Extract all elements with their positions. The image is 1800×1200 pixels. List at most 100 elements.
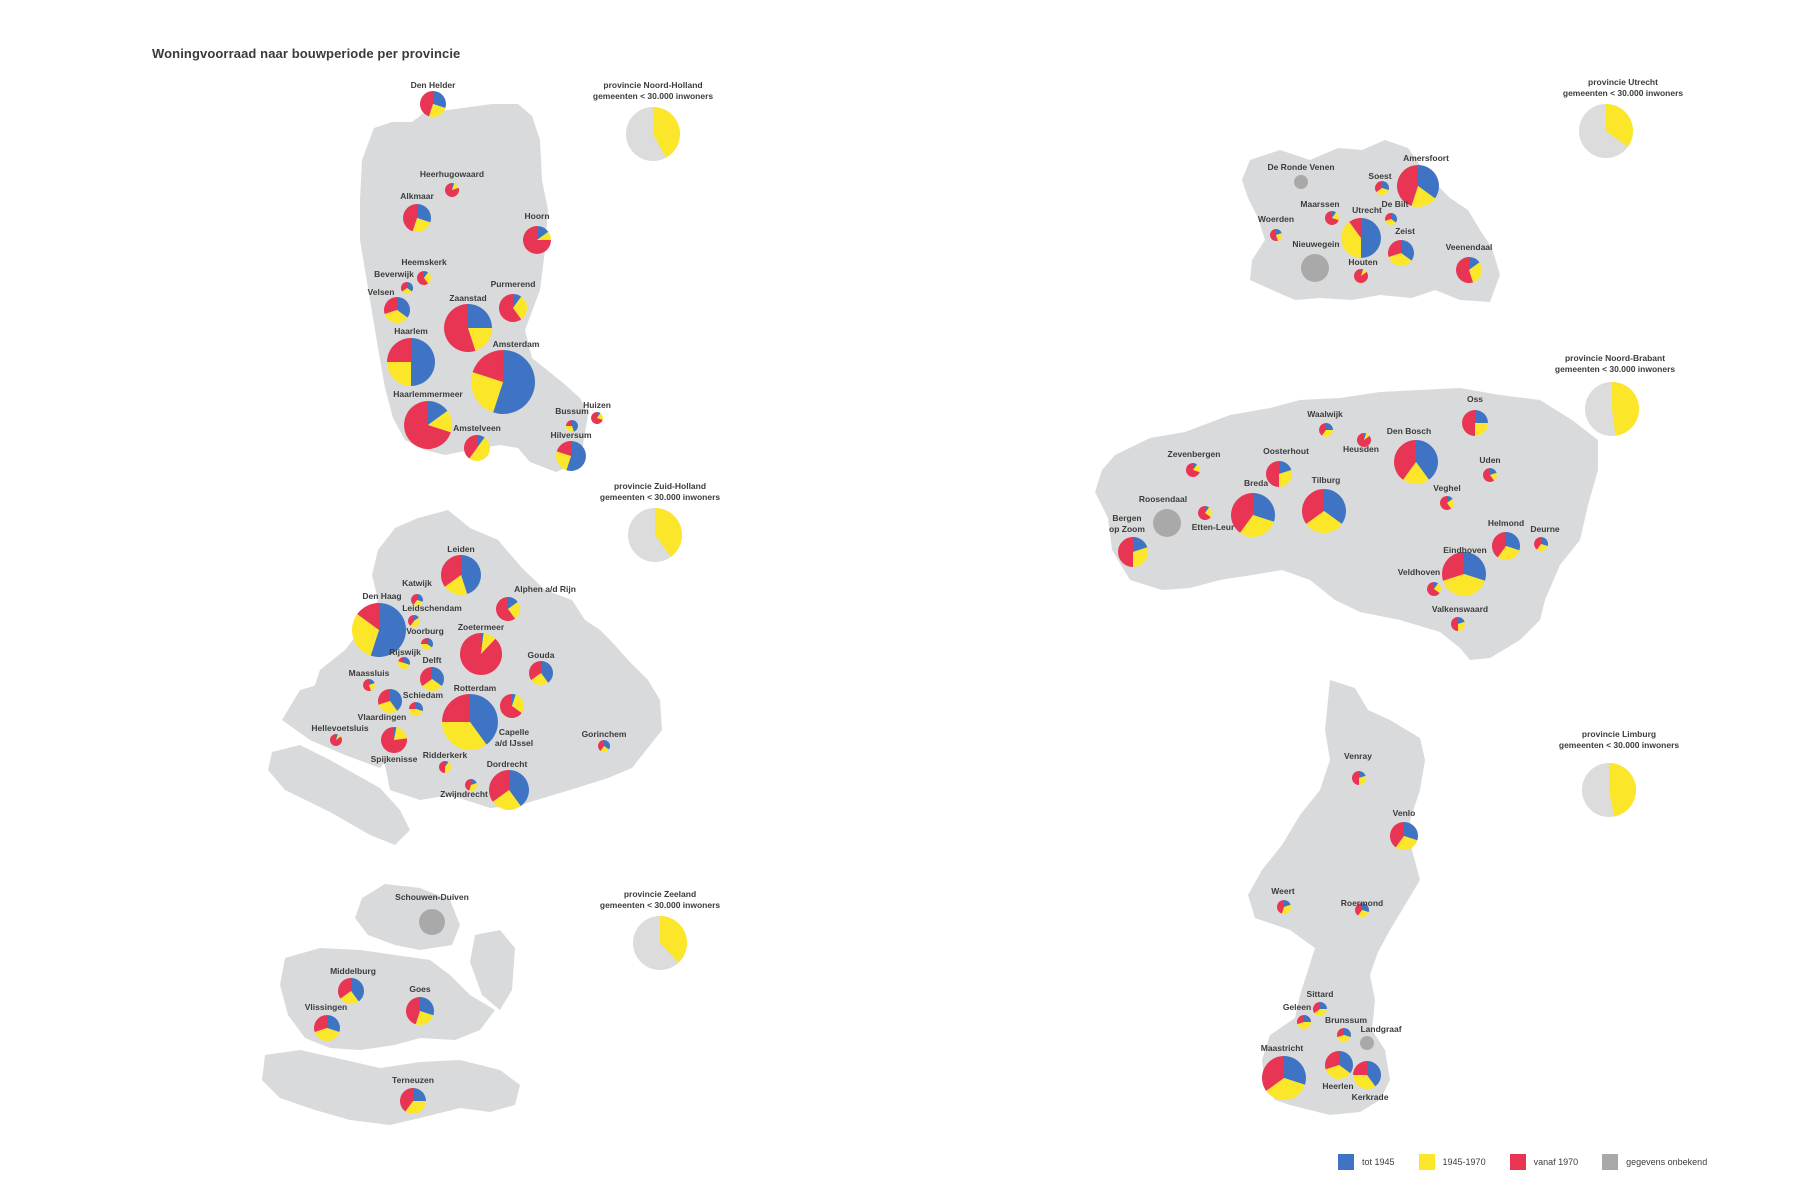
slice-vanaf-1970-alkmaar <box>403 204 417 232</box>
pie-den-bosch <box>1393 439 1439 485</box>
reference-provincie-zuid-holland: provincie Zuid-Holland gemeenten < 30.000… <box>600 481 720 562</box>
label-ridderkerk: Ridderkerk <box>423 750 468 760</box>
slice-vanaf-1970-houten <box>1353 269 1368 284</box>
slice-vanaf-1970-ridderkerk <box>439 761 445 773</box>
slice-1945-1970-weert <box>1281 904 1292 915</box>
pie-amsterdam <box>471 350 536 414</box>
slice-1945-1970-katwijk <box>413 600 423 606</box>
label-schouwen-duiven: Schouwen-Duiven <box>395 892 469 902</box>
slice-1945-1970-zaanstad <box>468 328 492 351</box>
slice-1945-1970-kerkrade <box>1353 1075 1376 1090</box>
label-zevenbergen: Zevenbergen <box>1168 449 1221 459</box>
slice-tot-1945-eindhoven <box>1464 552 1486 581</box>
label-amsterdam: Amsterdam <box>493 339 540 349</box>
slice-1945-1970-alphen-a-d-rijn <box>508 601 520 619</box>
slice-vanaf-1970-amersfoort <box>1397 165 1418 206</box>
legend-item-1945-1970: 1945-1970 <box>1418 1154 1486 1170</box>
pie-uden <box>1482 468 1497 482</box>
pie-heemskerk <box>416 271 431 285</box>
label-rotterdam: Rotterdam <box>454 683 497 693</box>
slice-tot-1945-voorburg <box>427 638 433 648</box>
slice-tot-1945-rijswijk <box>404 657 411 665</box>
municipality-labels: Den Helder Heerhugowaard Alkmaar Hoorn Heems… <box>305 80 1560 1102</box>
land-noord-beveland <box>470 930 515 1010</box>
pie-roosendaal <box>1153 509 1181 537</box>
slice-1945-1970-zwijndrecht <box>469 783 478 792</box>
slice-vanaf-1970-waalwijk <box>1319 423 1326 436</box>
label-veghel: Veghel <box>1433 483 1460 493</box>
slice-tot-1945-leidschendam <box>414 615 419 621</box>
pie-de-bilt <box>1384 213 1397 226</box>
slice-vanaf-1970-oss <box>1462 410 1475 436</box>
label-alkmaar: Alkmaar <box>400 191 434 201</box>
label-zoetermeer: Zoetermeer <box>458 622 505 632</box>
slice-1945-1970-soest <box>1376 188 1389 195</box>
slice-1945-1970-veldhoven <box>1434 583 1441 594</box>
slice-tot-1945-maassluis <box>369 679 375 685</box>
slice-tot-1945-hellevoetsluis <box>336 734 338 740</box>
slice-1945-1970-den-bosch <box>1403 462 1429 485</box>
slice-tot-1945-utrecht <box>1361 218 1381 258</box>
slice-vanaf-1970-oosterhout <box>1266 461 1279 487</box>
pie-bussum <box>565 420 579 433</box>
pie-unknown-landgraaf <box>1360 1036 1374 1050</box>
slice-vanaf-1970-weert <box>1276 900 1284 914</box>
pie-etten-leur <box>1197 506 1212 521</box>
slice-tot-1945-gorinchem <box>604 740 610 750</box>
slice-tot-1945-vlissingen <box>327 1015 340 1033</box>
slice-vanaf-1970-etten-leur <box>1197 506 1211 521</box>
slice-vanaf-1970-hellevoetsluis <box>329 734 342 746</box>
slice-tot-1945-spijkenisse <box>394 727 397 740</box>
slice-tot-1945-leiden <box>461 555 481 595</box>
slice-tot-1945-oosterhout <box>1279 461 1292 474</box>
slice-1945-1970-waalwijk <box>1321 430 1333 437</box>
pie-unknown-roosendaal <box>1153 509 1181 537</box>
slice-vanaf-1970-geleen <box>1296 1015 1304 1025</box>
label-heerhugowaard: Heerhugowaard <box>420 169 484 179</box>
pie-unknown-nieuwegein <box>1301 254 1329 282</box>
slice-tot-1945-beverwijk <box>407 282 413 292</box>
label-voorburg: Voorburg <box>406 626 444 636</box>
slice-vanaf-1970-rotterdam <box>442 694 470 722</box>
label-leidschendam: Leidschendam <box>402 603 462 613</box>
pie-weert <box>1276 900 1292 915</box>
pie-maastricht <box>1261 1056 1306 1100</box>
slice-vanaf-1970-schiedam <box>378 689 390 705</box>
slice-tot-1945-woerden <box>1276 229 1282 235</box>
legend-label-tot-1945: tot 1945 <box>1362 1157 1395 1167</box>
slice-vanaf-1970-veenendaal <box>1455 257 1474 283</box>
pie-amstelveen <box>463 434 490 461</box>
legend-swatch-tot-1945 <box>1338 1154 1354 1170</box>
label-oosterhout: Oosterhout <box>1263 446 1309 456</box>
slice-tot-1945-kerkrade <box>1367 1061 1382 1087</box>
pie-leiden <box>440 555 481 595</box>
label-etten-leur: Etten-Leur <box>1192 522 1235 532</box>
slice-tot-1945-waalwijk <box>1326 423 1333 430</box>
label-middelburg: Middelburg <box>330 966 376 976</box>
legend-item-vanaf-1970: vanaf 1970 <box>1509 1154 1578 1170</box>
label-venlo: Venlo <box>1393 808 1416 818</box>
pie-terneuzen <box>399 1088 426 1115</box>
label-utrecht: Utrecht <box>1352 205 1382 215</box>
slice-tot-1945-delft <box>432 667 444 687</box>
slice-vanaf-1970-amstelveen <box>463 434 477 459</box>
pie-den-helder <box>420 91 446 117</box>
pie-katwijk <box>411 594 424 606</box>
pie-venray <box>1352 771 1367 785</box>
pie-houten <box>1353 269 1368 284</box>
pie-heerlen <box>1325 1051 1354 1080</box>
slice-1945-1970-heerlen <box>1325 1065 1351 1080</box>
pie-spijkenisse <box>381 727 408 754</box>
pie-vlaardingen <box>409 702 424 717</box>
legend-swatch-1945-1970 <box>1418 1154 1435 1170</box>
slice-tot-1945-maarssen <box>1332 211 1337 218</box>
reference-title-provincie-zeeland: provincie Zeeland gemeenten < 30.000 inwo… <box>600 889 721 910</box>
pie-heusden <box>1356 433 1371 448</box>
slice-tot-1945-heemskerk <box>424 271 429 278</box>
legend-item-tot-1945: tot 1945 <box>1338 1154 1395 1170</box>
slice-tot-1945-hoorn <box>537 226 549 240</box>
pie-purmerend <box>499 294 528 322</box>
pie-tilburg <box>1301 489 1347 534</box>
municipality-pies <box>314 91 1549 1115</box>
slice-vanaf-1970-goes <box>406 997 420 1025</box>
